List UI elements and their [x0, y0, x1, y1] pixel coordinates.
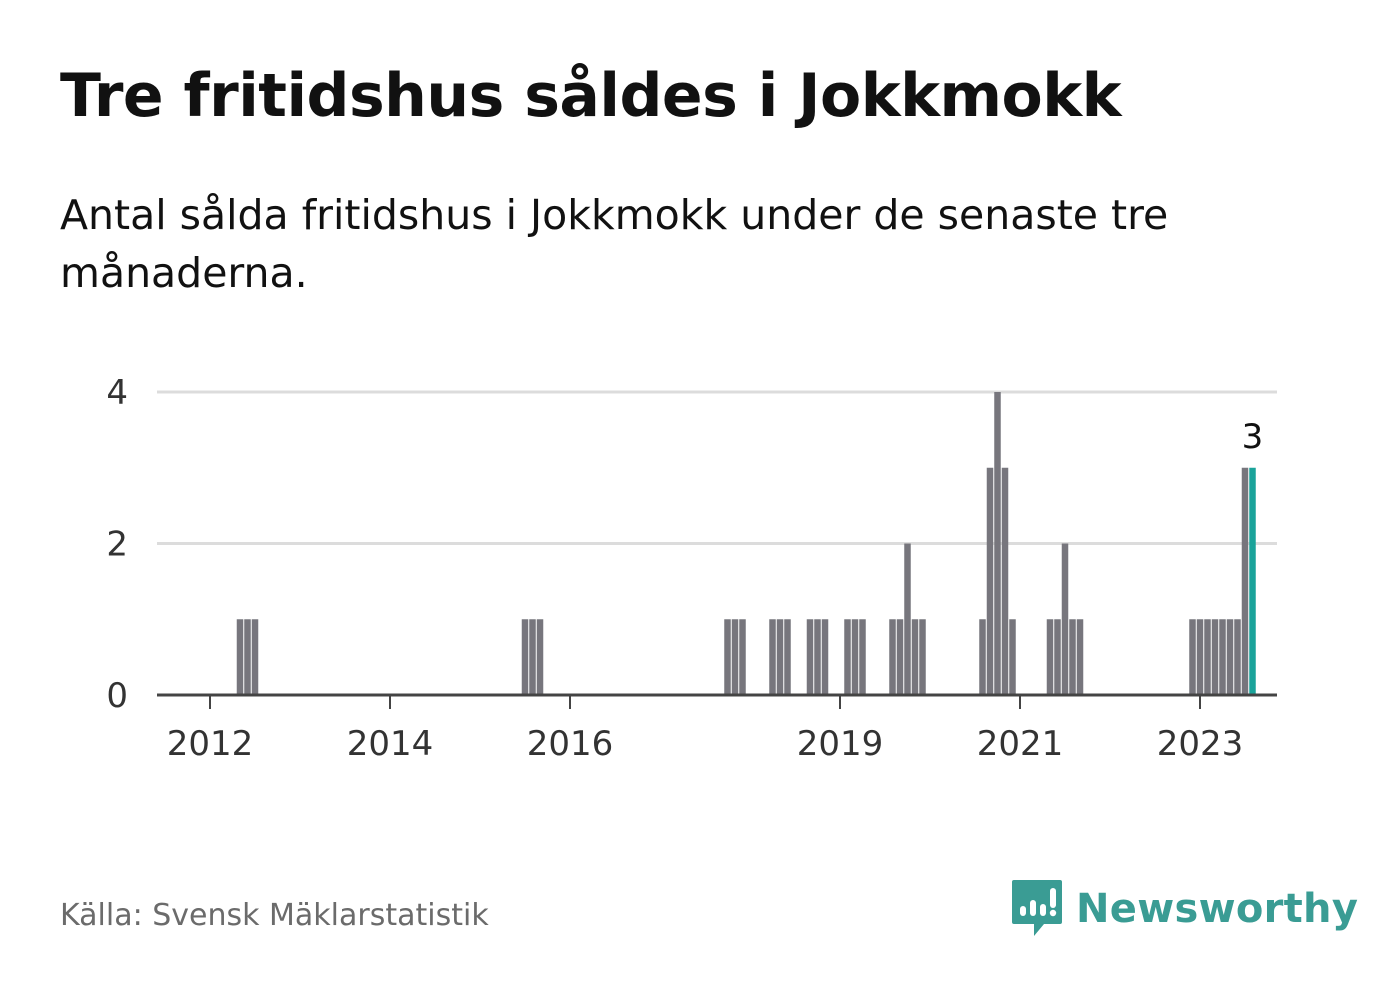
bar-2021-08: [1069, 619, 1076, 695]
bar-2018-09: [806, 619, 814, 695]
bar-2015-09: [536, 619, 544, 695]
bar-2021-06: [1054, 619, 1061, 695]
y-tick-label-0: 0: [106, 676, 128, 716]
x-tick-label-2019: 2019: [797, 724, 884, 764]
bar-2023-06: [1234, 619, 1241, 695]
bar-2020-09: [986, 467, 994, 695]
bar-2023-02: [1204, 619, 1211, 695]
x-tick-label-2023: 2023: [1157, 724, 1244, 764]
bar-2015-08: [529, 619, 536, 695]
bar-2018-04: [769, 619, 776, 695]
bar-2022-12: [1189, 619, 1196, 695]
bar-2019-10: [904, 543, 911, 695]
bar-2018-10: [814, 619, 821, 695]
bar-2020-11: [1001, 467, 1009, 695]
x-tick-label-2021: 2021: [977, 724, 1064, 764]
bar-2023-08: [1249, 467, 1256, 695]
bar-2012-07: [251, 619, 259, 695]
bar-2017-11: [731, 619, 739, 695]
bar-2019-02: [844, 619, 851, 695]
bar-2019-08: [889, 619, 896, 695]
bar-2023-04: [1219, 619, 1226, 695]
newsworthy-logo-icon: [1012, 880, 1062, 936]
bar-2023-05: [1226, 619, 1234, 695]
bar-2019-09: [896, 619, 904, 695]
bar-2023-07: [1241, 467, 1249, 695]
bar-2021-09: [1076, 619, 1084, 695]
x-tick-label-2016: 2016: [527, 724, 614, 764]
bar-2023-01: [1196, 619, 1204, 695]
bar-2017-10: [724, 619, 731, 695]
bar-2019-11: [911, 619, 919, 695]
bar-2021-05: [1046, 619, 1054, 695]
bar-2018-11: [821, 619, 829, 695]
x-tick-label-2012: 2012: [167, 724, 254, 764]
bar-2019-04: [859, 619, 866, 695]
chart-title: Tre fritidshus såldes i Jokkmokk: [60, 61, 1122, 131]
bar-2020-12: [1009, 619, 1016, 695]
y-tick-label-2: 2: [106, 525, 128, 565]
bar-2012-05: [236, 619, 244, 695]
bar-2017-12: [739, 619, 746, 695]
source-note: Källa: Svensk Mäklarstatistik: [60, 898, 489, 933]
bar-2018-06: [784, 619, 791, 695]
bar-2019-03: [851, 619, 859, 695]
bar-2019-12: [919, 619, 926, 695]
newsworthy-brand-name: Newsworthy: [1076, 886, 1359, 932]
bar-2023-03: [1211, 619, 1219, 695]
chart-subtitle: Antal sålda fritidshus i Jokkmokk under …: [60, 191, 1169, 297]
bar-2020-08: [979, 619, 986, 695]
bar-2015-07: [521, 619, 529, 695]
y-tick-label-4: 4: [106, 373, 128, 413]
newsworthy-logo: Newsworthy: [1010, 878, 1358, 940]
x-tick-label-2014: 2014: [347, 724, 434, 764]
bar-2012-06: [244, 619, 251, 695]
bar-2020-10: [994, 392, 1001, 695]
bar-2018-05: [776, 619, 784, 695]
bar-value-label: 3: [1242, 417, 1264, 457]
bar-2021-07: [1061, 543, 1069, 695]
